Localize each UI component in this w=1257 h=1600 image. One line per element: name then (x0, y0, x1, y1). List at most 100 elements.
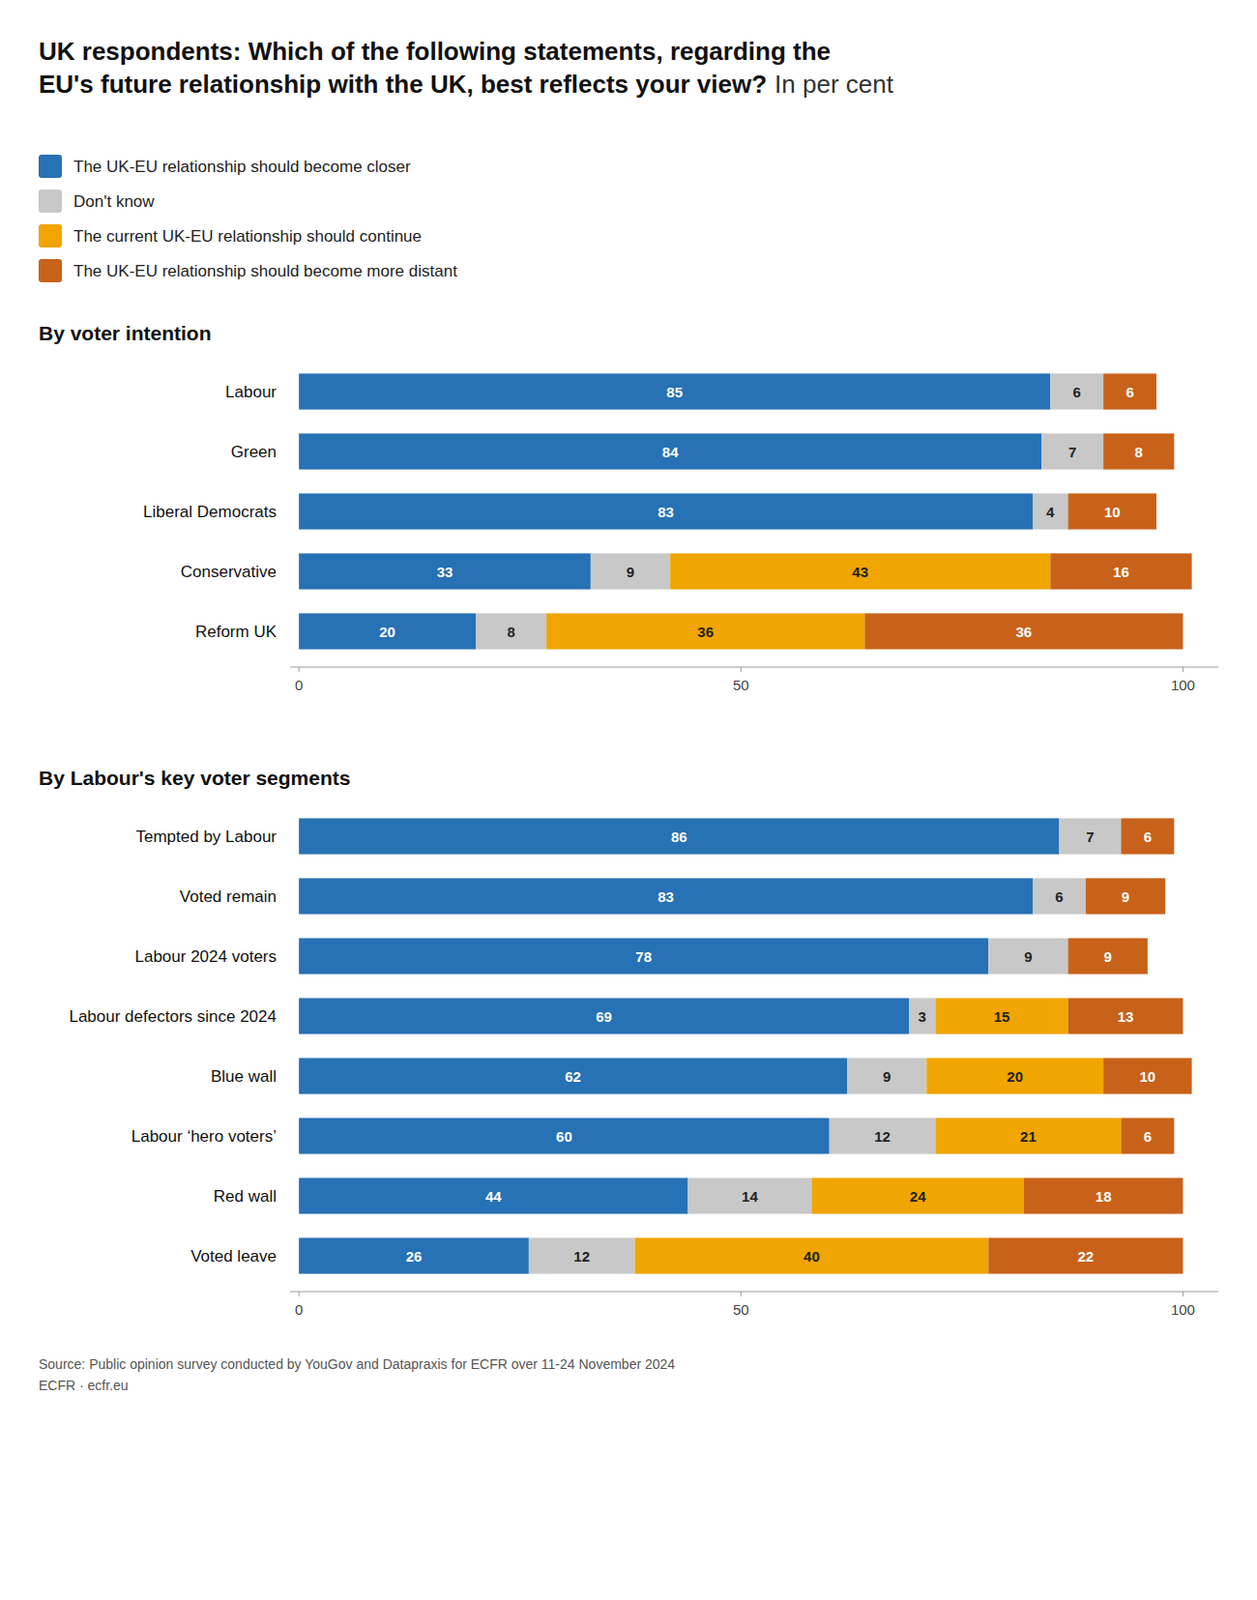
bar-segment (298, 1117, 830, 1154)
x-tick-label: 100 (1170, 676, 1196, 694)
bar-segment (1103, 433, 1174, 469)
legend-swatch (38, 224, 62, 248)
data-label: 13 (1117, 1008, 1135, 1025)
data-label: 20 (379, 623, 396, 641)
data-label: 22 (1078, 1248, 1095, 1265)
data-label: 7 (1068, 443, 1077, 461)
bar-segment (1032, 877, 1086, 914)
data-label: 43 (851, 563, 869, 581)
x-tick-label: 0 (294, 676, 303, 694)
category-label: Labour defectors since 2024 (68, 1007, 277, 1026)
bar-segment (1120, 818, 1174, 854)
bar-segment (298, 1057, 848, 1094)
data-label: 60 (555, 1128, 573, 1145)
x-tick (740, 667, 742, 673)
bar-segment (1050, 553, 1192, 589)
data-label: 18 (1095, 1188, 1112, 1205)
category-label: Labour 2024 voters (135, 947, 278, 966)
bar-segment (298, 373, 1051, 410)
data-label: 84 (662, 443, 679, 461)
bar-segment (1085, 877, 1166, 914)
bar-segment (298, 493, 1033, 529)
data-label: 9 (1023, 948, 1032, 965)
bars (298, 373, 1192, 649)
x-tick-label: 0 (294, 1301, 303, 1318)
bar-segment (1023, 1177, 1184, 1214)
bar-segment (1032, 493, 1069, 529)
category-label: Red wall (213, 1187, 277, 1206)
bar-segment (988, 937, 1068, 974)
chart-root: UK respondents: Which of the following s… (0, 0, 1257, 1600)
data-label: 4 (1046, 503, 1055, 521)
data-labels: 856684788341033943162083636 (379, 383, 1143, 641)
data-label: 24 (909, 1188, 927, 1205)
bar-segment (1041, 433, 1104, 469)
x-tick (740, 1291, 742, 1297)
bar-segment (1103, 1057, 1192, 1094)
bar-segment (1120, 1117, 1174, 1154)
data-label: 16 (1112, 563, 1130, 581)
x-tick (298, 1291, 300, 1297)
data-label: 44 (485, 1188, 502, 1205)
section-title: By voter intention (38, 321, 212, 345)
bar-segment (590, 553, 671, 589)
bar-segment (298, 937, 989, 974)
data-label: 9 (1104, 948, 1112, 965)
bar-segment (1068, 997, 1184, 1034)
bar-segment (1103, 373, 1157, 410)
bar-segment (475, 613, 547, 649)
text-line: UK respondents: Which of the following s… (38, 36, 831, 66)
data-label: 26 (406, 1248, 423, 1265)
data-label: 78 (635, 948, 652, 965)
data-labels: 8676836978996931513629201060122164414241… (406, 828, 1157, 1265)
text-line: EU's future relationship with the UK, be… (38, 69, 767, 99)
legend-swatch (38, 189, 62, 213)
bar-segment (1050, 373, 1104, 410)
data-label: 8 (506, 623, 515, 641)
data-label: 6 (1125, 383, 1134, 401)
data-label: 6 (1143, 1128, 1152, 1145)
data-label: 12 (874, 1128, 891, 1145)
legend-entry: The UK-EU relationship should become clo… (73, 157, 411, 176)
bar-segment (908, 997, 936, 1034)
x-tick (298, 667, 300, 673)
data-label: 36 (697, 623, 714, 641)
bar-segment (935, 1117, 1121, 1154)
category-label: Blue wall (210, 1067, 277, 1086)
bar-segment (298, 997, 909, 1034)
legend-swatch (38, 259, 62, 283)
background (0, 0, 1257, 1600)
data-label: 6 (1073, 383, 1082, 401)
data-label: 3 (918, 1008, 927, 1025)
bar-segment (926, 1057, 1104, 1094)
bar-segment (687, 1177, 812, 1214)
data-label: 10 (1140, 1068, 1157, 1085)
data-label: 69 (595, 1008, 613, 1025)
data-label: 9 (882, 1068, 891, 1085)
data-label: 15 (993, 1008, 1011, 1025)
title-note: In per cent (774, 69, 895, 99)
x-tick-label: 50 (732, 1301, 750, 1318)
bar-segment (864, 613, 1183, 649)
bar-segment (1068, 937, 1148, 974)
bar-segment (988, 1237, 1183, 1274)
data-label: 14 (741, 1188, 759, 1205)
bar-segment (298, 433, 1042, 469)
data-label: 83 (657, 888, 674, 906)
data-label: 85 (666, 383, 683, 401)
category-label: Voted leave (190, 1247, 277, 1266)
bar-segment (298, 818, 1059, 854)
data-label: 86 (671, 828, 688, 846)
data-label: 20 (1006, 1068, 1024, 1085)
data-label: 83 (657, 503, 674, 521)
bar-segment (298, 553, 591, 589)
bar-segment (670, 553, 1051, 589)
data-label: 21 (1020, 1128, 1037, 1145)
category-label: Conservative (180, 562, 277, 582)
chart-title: UK respondents: Which of the following s… (38, 36, 831, 99)
x-tick (1182, 667, 1184, 673)
data-label: 62 (564, 1068, 582, 1085)
bar-segment (811, 1177, 1024, 1214)
legend-entry: Don't know (73, 192, 155, 211)
panel: By Labour's key voter segments8676836978… (38, 766, 1219, 1318)
